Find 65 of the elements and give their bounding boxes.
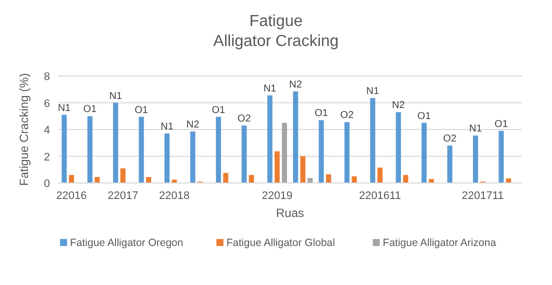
- data-label: N1: [469, 124, 482, 135]
- bar: [282, 122, 287, 183]
- data-label: N1: [109, 90, 122, 102]
- legend-label: Fatigue Alligator Oregon: [70, 237, 184, 249]
- bar: [164, 134, 170, 183]
- x-tick-label: 2201611: [358, 190, 401, 202]
- data-label: N2: [392, 100, 406, 112]
- y-axis-title: Fatigue Cracking (%): [17, 73, 31, 186]
- bar: [113, 102, 118, 183]
- bar: [403, 174, 408, 183]
- data-label: O2: [237, 113, 252, 124]
- data-label: O1: [83, 104, 98, 116]
- bar: [422, 122, 427, 183]
- bar: [396, 112, 401, 183]
- y-tick-label: 4: [44, 124, 50, 136]
- chart-title: Fatigue Alligator Cracking: [213, 13, 339, 50]
- x-tick-label: 2201711: [462, 190, 504, 202]
- x-tick-label: 22019: [262, 190, 292, 202]
- data-label: O1: [134, 104, 148, 116]
- bar: [318, 120, 324, 183]
- data-label: N1: [58, 102, 72, 114]
- bar: [242, 125, 247, 183]
- data-label: N2: [186, 120, 200, 131]
- bar: [370, 98, 376, 183]
- bar: [293, 91, 298, 183]
- data-label: O1: [417, 110, 432, 122]
- bar: [68, 174, 74, 183]
- y-tick-label: 8: [44, 71, 50, 83]
- data-label: O1: [212, 104, 226, 116]
- bar: [94, 176, 100, 183]
- bar: [87, 116, 92, 183]
- bar: [472, 136, 478, 183]
- x-axis-title: Ruas: [276, 206, 304, 220]
- data-label: O1: [314, 108, 328, 120]
- x-tick-label: 22017: [108, 190, 138, 202]
- bar: [274, 151, 280, 183]
- legend-label: Fatigue Alligator Global: [226, 237, 335, 249]
- bar: [190, 132, 196, 183]
- x-tick-label: 22016: [56, 190, 87, 202]
- data-label: N1: [263, 83, 277, 94]
- data-label: N1: [160, 122, 174, 133]
- bar: [223, 172, 228, 183]
- y-tick-label: 0: [44, 178, 50, 190]
- bar: [300, 156, 306, 183]
- y-tick-label: 6: [44, 98, 50, 110]
- bar: [138, 116, 144, 183]
- bar: [447, 146, 452, 183]
- bar: [62, 114, 67, 183]
- data-label: O2: [443, 134, 457, 145]
- bar: [326, 174, 332, 183]
- data-label: O2: [340, 110, 354, 122]
- bar: [352, 176, 357, 183]
- bar: [216, 116, 221, 183]
- x-tick-label: 22018: [159, 190, 190, 202]
- bar: [377, 168, 383, 183]
- data-label: N1: [366, 86, 380, 98]
- bar: [267, 95, 272, 183]
- data-label: O1: [494, 118, 508, 130]
- bar: [344, 122, 350, 183]
- bar: [498, 130, 504, 183]
- legend-label: Fatigue Alligator Arizona: [382, 237, 496, 249]
- bar: [248, 174, 254, 183]
- data-label: N2: [289, 79, 302, 90]
- y-tick-label: 2: [44, 151, 50, 164]
- bar: [120, 168, 126, 183]
